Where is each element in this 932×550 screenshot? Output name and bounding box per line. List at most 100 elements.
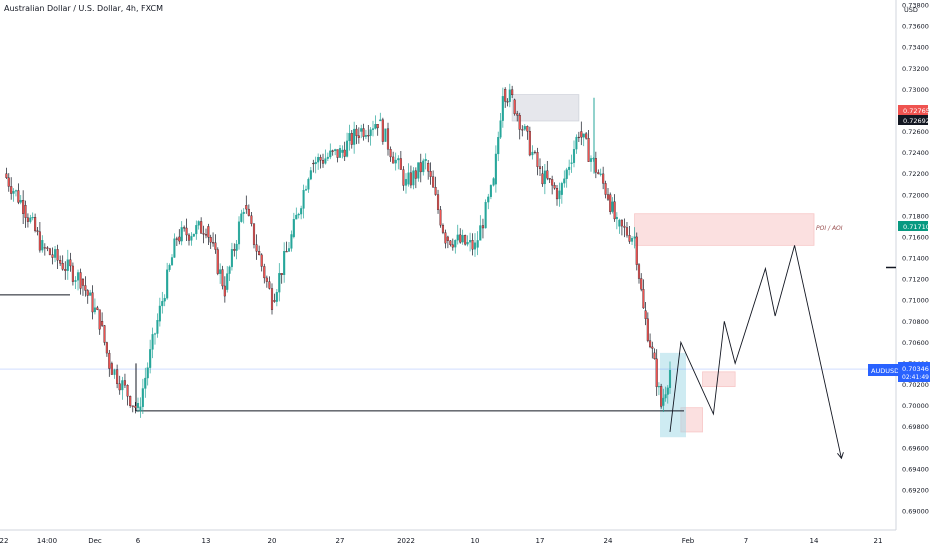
candle-body	[551, 179, 554, 186]
candle-body	[343, 149, 346, 157]
candle-body	[151, 334, 154, 350]
current-price-badge: 0.70346 02:41:49	[898, 362, 930, 382]
candle-body	[36, 230, 39, 232]
candle-body	[407, 172, 410, 185]
candle-body	[331, 150, 334, 152]
candle-body	[369, 129, 372, 136]
candle-body	[341, 149, 344, 153]
candle-body	[209, 237, 212, 243]
candle-body	[300, 208, 303, 215]
candle-body	[655, 358, 658, 387]
candle-body	[149, 349, 152, 368]
candle-body	[394, 159, 397, 164]
candle-body	[473, 242, 477, 250]
candle-body	[558, 190, 561, 200]
projection-line	[669, 245, 842, 459]
candle-body	[484, 201, 487, 229]
price-tick-label: 0.70600	[902, 339, 929, 347]
candle-body	[548, 178, 551, 180]
candle-body	[247, 208, 250, 216]
price-tick-label: 0.71200	[902, 276, 929, 284]
candle-body	[441, 224, 445, 233]
candle-body	[511, 89, 514, 96]
candle-body	[536, 152, 539, 167]
candle-body	[367, 135, 370, 137]
candle-body	[153, 333, 157, 335]
time-tick-label: 20	[268, 537, 277, 545]
levels-layer	[0, 266, 896, 412]
candle-body	[84, 285, 87, 291]
candles-layer[interactable]	[5, 83, 672, 418]
time-axis[interactable]: 22 14:00 Dec 6 13 20 27 2022 10 17 24 Feb 7 14 21	[0, 537, 882, 545]
candle-body	[287, 248, 291, 252]
candle-body	[364, 135, 367, 137]
price-tick-label: 0.71800	[902, 212, 929, 220]
candle-body	[329, 150, 332, 158]
candle-body	[446, 236, 449, 241]
candle-body	[466, 242, 469, 245]
candle-body	[105, 342, 108, 354]
candle-body	[123, 380, 126, 386]
candle-body	[324, 158, 327, 164]
price-axis-currency: USD	[904, 6, 918, 14]
candle-body	[319, 157, 322, 161]
candle-body	[113, 369, 116, 375]
candle-body	[255, 244, 258, 252]
time-tick-label: 27	[336, 537, 345, 545]
candle-body	[290, 234, 293, 249]
candle-body	[91, 292, 94, 313]
candle-body	[521, 129, 524, 131]
candle-body	[360, 128, 363, 132]
candle-body	[69, 259, 72, 267]
zone-supply	[511, 94, 580, 122]
candle-body	[434, 187, 437, 195]
candle-body	[297, 213, 300, 216]
black-price-badge: 0.72692	[898, 115, 930, 125]
candle-body	[197, 221, 200, 226]
candle-body	[202, 233, 205, 235]
candle-body	[214, 242, 217, 250]
candle-body	[577, 136, 580, 139]
candle-body	[424, 159, 427, 161]
candle-body	[615, 216, 618, 220]
countdown-timer: 02:41:49	[902, 374, 929, 381]
candle-body	[270, 288, 274, 310]
candle-body	[34, 217, 37, 231]
candle-body	[163, 297, 166, 302]
candle-body	[589, 158, 593, 162]
candle-body	[479, 225, 482, 241]
candle-body	[412, 170, 415, 186]
candle-body	[12, 191, 15, 194]
candle-body	[93, 307, 96, 313]
candle-body	[432, 176, 435, 188]
candle-body	[402, 169, 405, 186]
candle-body	[175, 238, 178, 240]
candle-body	[14, 190, 18, 192]
candle-body	[630, 238, 634, 242]
candle-body	[263, 266, 266, 279]
candle-body	[233, 249, 236, 251]
time-tick-label: 2022	[397, 537, 415, 545]
candle-body	[283, 251, 286, 276]
candle-body	[454, 240, 457, 248]
candle-body	[609, 194, 612, 212]
price-tick-label: 0.69600	[902, 444, 929, 452]
candle-body	[268, 281, 271, 289]
red-price-badge-label: 0.72765	[903, 107, 930, 115]
price-tick-label: 0.73200	[902, 65, 929, 73]
candle-body	[642, 289, 645, 309]
candle-body	[499, 120, 502, 138]
candle-body	[649, 340, 652, 348]
price-tick-label: 0.72000	[902, 191, 929, 199]
price-tick-label: 0.73600	[902, 23, 929, 31]
candle-body	[606, 194, 610, 200]
candle-body	[273, 300, 276, 302]
candle-body	[158, 305, 161, 322]
price-axis[interactable]: USD	[904, 6, 918, 14]
price-tick-label: 0.70800	[902, 318, 929, 326]
candle-body	[86, 290, 89, 296]
candle-body	[230, 249, 233, 268]
candle-body	[664, 394, 667, 399]
candle-body	[334, 149, 337, 152]
